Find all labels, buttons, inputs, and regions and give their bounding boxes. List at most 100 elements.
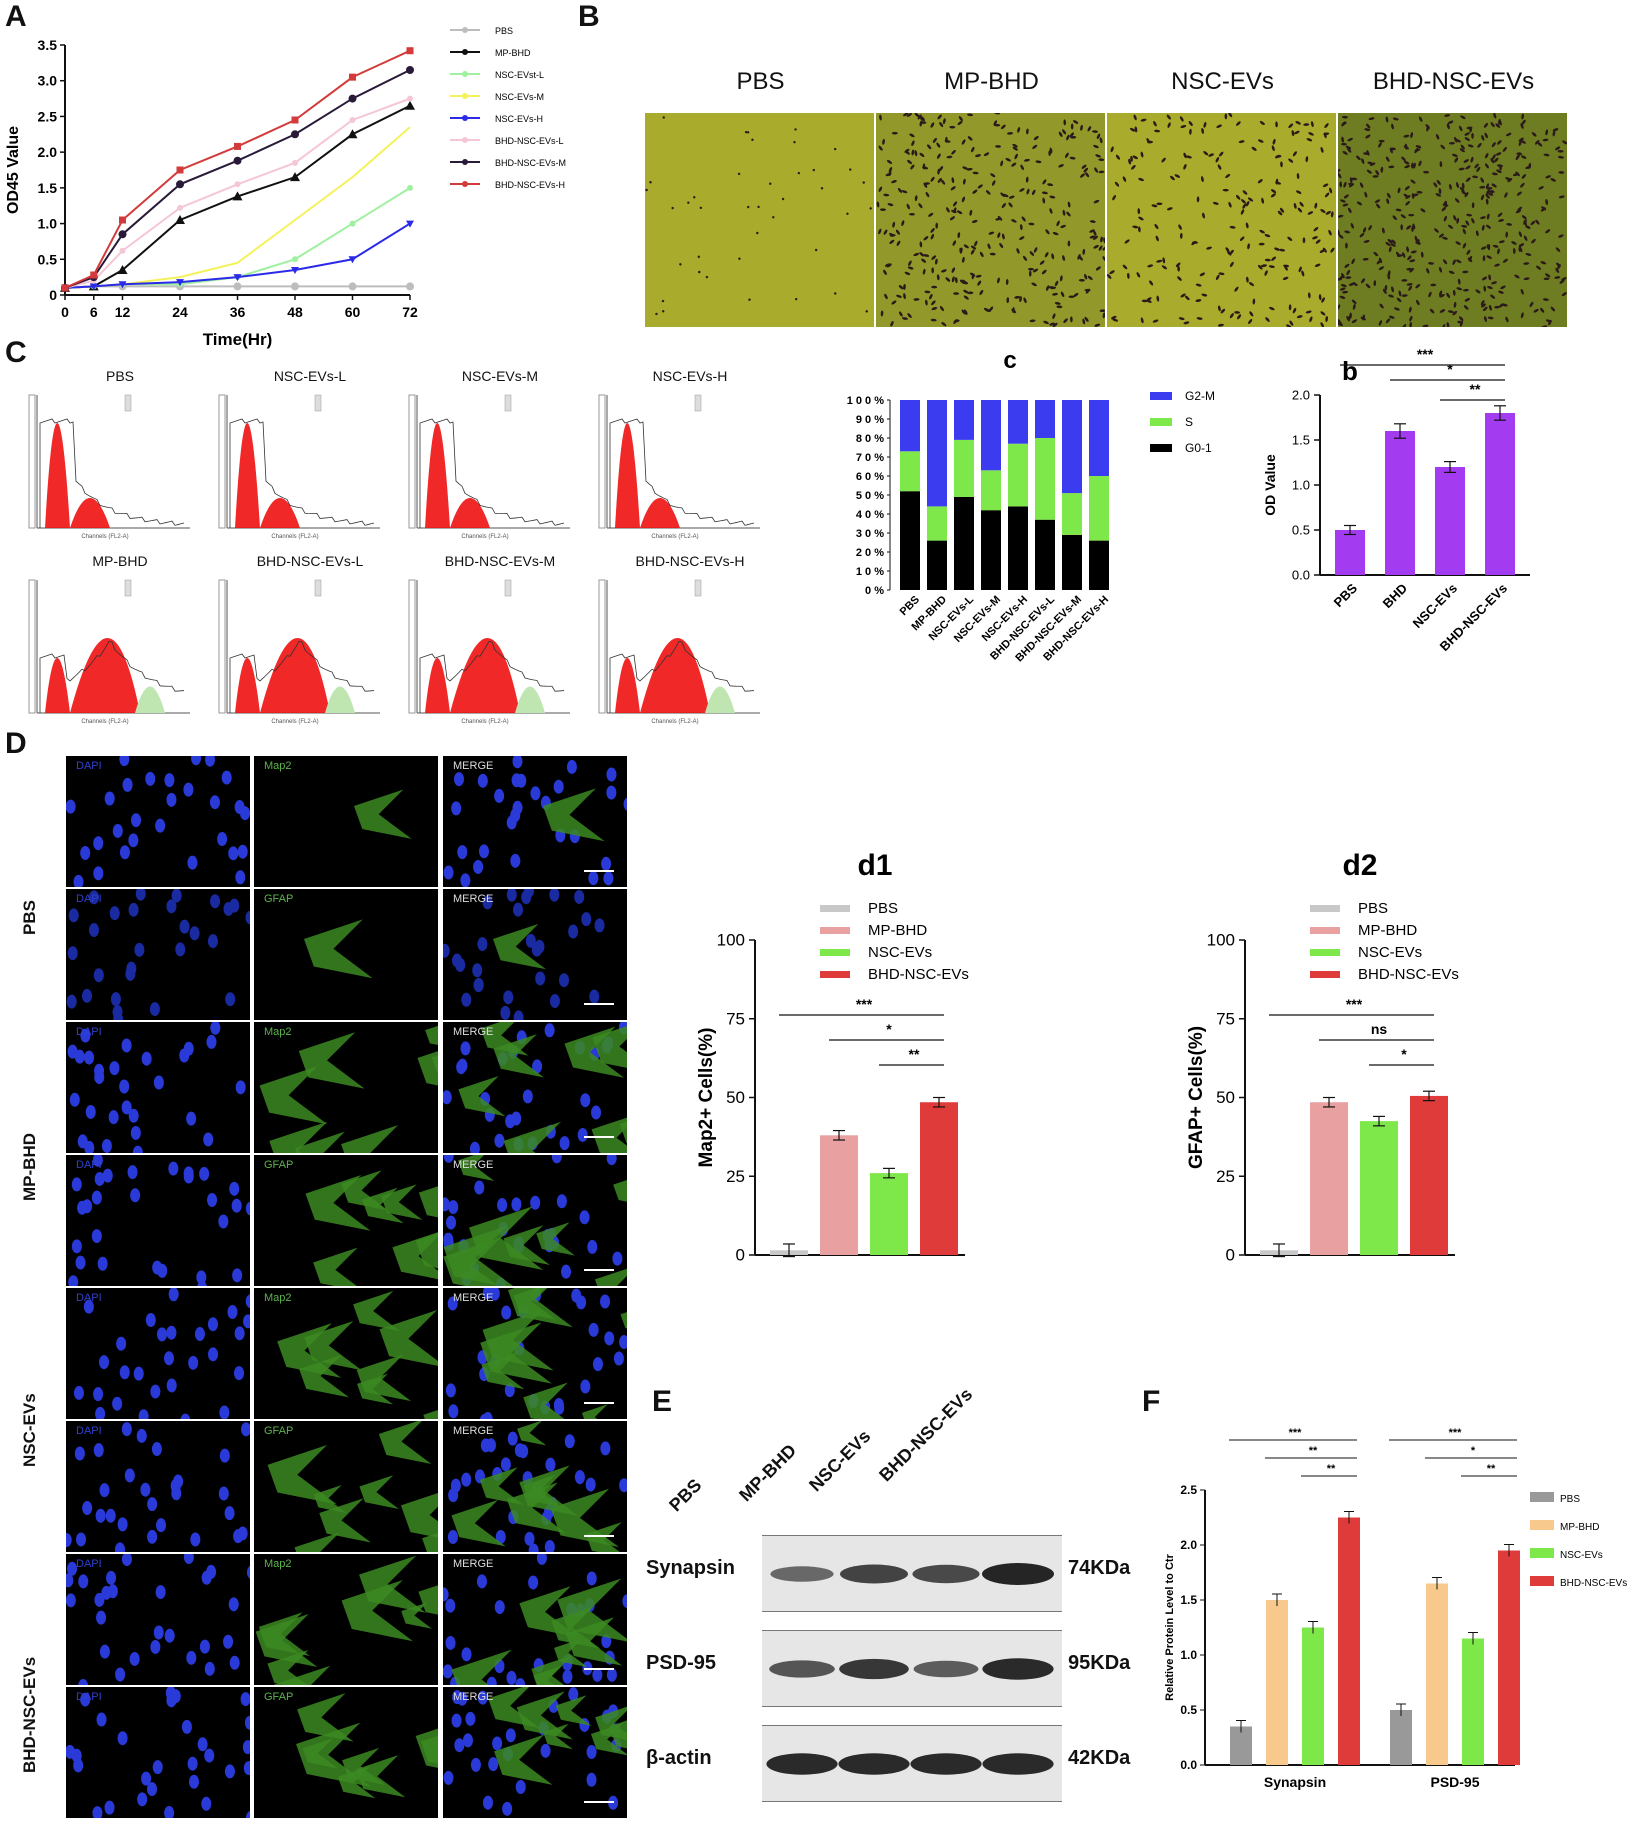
blot-band	[769, 1660, 835, 1678]
channel-label: MERGE	[453, 1425, 494, 1437]
legend-marker	[462, 49, 468, 55]
sig-label: ***	[1346, 996, 1363, 1012]
hist-x-label: Channels (FL2-A)	[271, 534, 318, 540]
protein-label: β-actin	[646, 1747, 712, 1769]
legend-label: MP-BHD	[495, 48, 531, 58]
legend-label: MP-BHD	[1358, 922, 1417, 939]
lane-label: BHD-NSC-EVs	[875, 1384, 977, 1486]
x-tick-label: NSC-EVs	[1410, 581, 1460, 631]
panel-label-a: A	[5, 0, 27, 33]
sig-label: *	[1447, 361, 1453, 377]
stacked-bar-segment	[954, 439, 974, 497]
bar	[1335, 530, 1365, 575]
hist-x-label: Channels (FL2-A)	[461, 719, 508, 725]
data-point	[407, 95, 413, 102]
chart-d2: d2 0 25 50 75 100 GFAP+ Cells(%) *** ns * PBS MP-BH…	[1186, 849, 1459, 1265]
micrograph-label: BHD-NSC-EVs	[1372, 68, 1535, 95]
x-axis-label: Time(Hr)	[203, 330, 273, 349]
blot-band	[910, 1753, 982, 1775]
stacked-bar-segment	[1008, 443, 1028, 507]
legend-label: S	[1185, 415, 1193, 429]
s-phase	[705, 686, 735, 713]
y-tick-label: 0.5	[1180, 1703, 1197, 1717]
stacked-bar-segment	[1035, 400, 1055, 438]
x-tick-label: 0	[61, 304, 69, 320]
g2-peak	[450, 638, 520, 713]
y-tick-label: 0	[736, 1246, 745, 1265]
legend-marker	[462, 93, 468, 99]
legend-swatch	[820, 949, 850, 956]
data-point	[291, 130, 299, 139]
histogram-plot: Channels (FL2-A)	[408, 394, 570, 540]
bar	[1230, 1726, 1252, 1765]
y-tick-label: 6 0 %	[856, 471, 884, 483]
g1-peak	[425, 658, 450, 713]
blot-band	[770, 1566, 834, 1582]
y-tick-label: 75	[1216, 1009, 1235, 1028]
fluorescence-panel: Map2	[253, 1021, 439, 1154]
stacked-bar-segment	[1008, 506, 1028, 590]
y-axis-label: Map2+ Cells(%)	[696, 1028, 717, 1168]
chart-title: c	[1003, 347, 1016, 374]
fluorescence-panel: MERGE	[442, 755, 628, 888]
bar	[1310, 1102, 1348, 1255]
sig-label: **	[1309, 1445, 1318, 1457]
hist-legend	[504, 394, 512, 412]
legend-swatch	[1150, 444, 1172, 452]
legend-label: NSC-EVst-L	[495, 70, 544, 80]
blot-band	[912, 1564, 980, 1584]
series-line	[64, 222, 411, 289]
hist-gate	[408, 394, 416, 529]
blot-band	[766, 1753, 838, 1775]
panel-label-e: E	[652, 1385, 673, 1418]
histogram-title: NSC-EVs-M	[461, 368, 539, 384]
legend-swatch	[1310, 905, 1340, 912]
channel-label: DAPI	[76, 760, 102, 772]
data-point	[405, 100, 415, 110]
data-point	[290, 172, 300, 182]
fluorescence-panel: GFAP	[253, 1420, 439, 1553]
data-point	[89, 283, 98, 291]
data-point	[90, 271, 98, 279]
y-tick-label: 0	[1226, 1246, 1235, 1265]
g2-peak	[70, 638, 140, 713]
y-tick-label: 0.5	[1292, 522, 1310, 537]
y-tick-label: 1.5	[38, 180, 58, 196]
fluorescence-panel: DAPI	[65, 1553, 251, 1686]
panel-label-b: B	[578, 0, 600, 33]
sig-label: **	[1470, 381, 1481, 397]
y-tick-label: 25	[1216, 1167, 1235, 1186]
channel-label: Map2	[264, 1558, 292, 1570]
blot-band	[839, 1658, 909, 1680]
series-line	[64, 97, 411, 289]
fluorescence-panel: Map2	[253, 1287, 439, 1420]
bar	[1360, 1121, 1398, 1255]
fluorescence-panel: GFAP	[253, 888, 439, 1021]
y-tick-label: 3 0 %	[856, 528, 884, 540]
legend-swatch	[1310, 971, 1340, 978]
stacked-bar-segment	[900, 491, 920, 590]
data-point	[233, 274, 242, 282]
stacked-bar-segment	[927, 540, 947, 590]
histogram-plot: Channels (FL2-A)	[598, 579, 760, 725]
data-point	[119, 247, 126, 254]
series-line	[64, 104, 411, 289]
data-point	[292, 256, 298, 263]
blot-band	[982, 1753, 1054, 1775]
blot-band	[913, 1660, 979, 1678]
fluorescence-panel: Map2	[253, 755, 439, 888]
hist-trace	[39, 418, 185, 528]
data-point	[234, 181, 241, 188]
panel-b-labels: PBS MP-BHD NSC-EVs BHD-NSC-EVs	[645, 60, 1575, 110]
bar	[1390, 1710, 1412, 1765]
fluorescence-panel: MERGE	[442, 1686, 628, 1819]
bar	[1410, 1095, 1448, 1255]
channel-label: GFAP	[264, 1425, 294, 1437]
stacked-bar-segment	[954, 496, 974, 590]
sig-label: *	[886, 1021, 892, 1037]
channel-label: MERGE	[453, 893, 494, 905]
hist-x-label: Channels (FL2-A)	[651, 719, 698, 725]
hist-trace	[609, 641, 755, 713]
data-point	[117, 265, 128, 274]
